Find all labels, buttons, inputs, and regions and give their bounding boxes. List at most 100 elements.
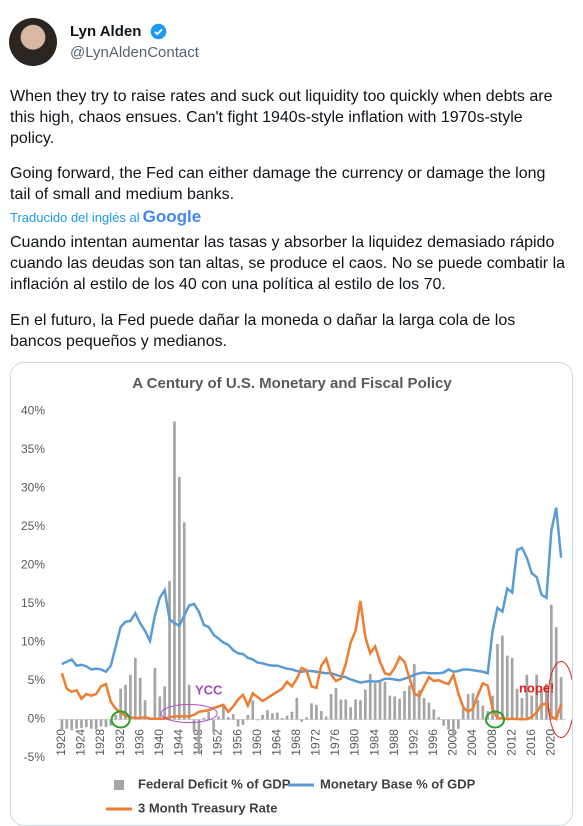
bar	[417, 690, 421, 720]
bar	[530, 695, 534, 720]
bar	[212, 719, 215, 733]
bar	[559, 677, 563, 720]
bar	[437, 717, 441, 720]
bar	[339, 699, 343, 720]
bar	[324, 716, 328, 720]
x-tick-label: 2000	[446, 729, 460, 756]
bar	[515, 688, 519, 720]
bar	[496, 644, 499, 720]
translated-text: Cuando intentan aumentar las tasas y abs…	[10, 234, 566, 293]
bar	[168, 580, 171, 720]
x-tick-label: 1928	[93, 729, 107, 756]
translator: Google	[142, 207, 202, 226]
x-tick-label: 1996	[426, 729, 440, 756]
bar	[207, 711, 211, 720]
bar	[202, 717, 206, 720]
y-tick-label: 10%	[21, 635, 45, 649]
y-tick-label: 25%	[21, 519, 45, 533]
bar	[481, 705, 485, 720]
legend-label: Federal Deficit % of GDP	[138, 776, 291, 791]
annotation: YCC	[195, 682, 223, 697]
bar	[334, 687, 338, 720]
bar	[99, 719, 103, 727]
bar	[501, 635, 504, 720]
bar	[383, 681, 387, 720]
x-tick-label: 1968	[289, 729, 303, 756]
x-tick-label: 1964	[269, 729, 283, 756]
bar	[388, 695, 392, 720]
bar	[231, 714, 235, 720]
tweet-text: Going forward, the Fed can either damage…	[10, 165, 546, 203]
avatar[interactable]	[9, 18, 57, 66]
bar	[554, 627, 558, 720]
bar	[85, 719, 88, 728]
line-series	[60, 600, 563, 721]
y-tick-label: 20%	[21, 558, 45, 572]
bar	[271, 713, 274, 720]
x-tick-label: 1976	[328, 729, 342, 756]
bar	[329, 694, 333, 720]
bar	[261, 714, 264, 720]
tweet-text: When they try to raise rates and suck ou…	[10, 88, 553, 147]
x-tick-label: 1980	[348, 729, 362, 756]
x-tick-label: 1972	[309, 729, 323, 756]
y-tick-label: 0%	[28, 712, 46, 726]
y-tick-label: 40%	[21, 404, 45, 418]
x-tick-label: 2016	[524, 729, 538, 756]
bar	[359, 700, 362, 720]
chart-title: A Century of U.S. Monetary and Fiscal Po…	[132, 375, 452, 392]
bar	[408, 685, 411, 720]
chart: A Century of U.S. Monetary and Fiscal Po…	[10, 362, 573, 826]
bar	[124, 684, 127, 720]
bar	[422, 697, 426, 720]
y-tick-label: 5%	[28, 673, 46, 687]
bar	[349, 707, 352, 720]
bar	[143, 700, 147, 720]
line-series	[61, 507, 563, 684]
x-tick-label: 1984	[367, 729, 381, 756]
bar	[129, 674, 132, 720]
bar	[315, 704, 318, 720]
translated-by: Traducido del inglés al	[10, 210, 140, 225]
x-tick-label: 1936	[132, 729, 146, 756]
x-tick-label: 1924	[74, 729, 88, 756]
legend-label: 3 Month Treasury Rate	[138, 800, 277, 815]
bar	[133, 657, 137, 720]
legend-label: Monetary Base % of GDP	[320, 776, 476, 791]
bar	[266, 710, 269, 720]
bar	[89, 719, 93, 729]
bar	[403, 691, 406, 720]
x-tick-label: 2020	[543, 729, 557, 756]
y-tick-label: 15%	[21, 596, 45, 610]
bar	[545, 684, 548, 720]
bar	[65, 719, 69, 729]
bar	[476, 700, 480, 720]
bar	[378, 681, 382, 720]
x-tick-label: 1992	[406, 729, 420, 756]
bar	[114, 714, 118, 720]
bar	[163, 686, 167, 720]
bar	[344, 699, 348, 720]
x-tick-label: 2004	[465, 729, 479, 756]
user-handle[interactable]: @LynAldenContact	[70, 44, 199, 61]
x-tick-label: 1940	[152, 729, 166, 756]
bar	[60, 719, 64, 732]
x-tick-label: 1944	[172, 729, 186, 756]
y-tick-label: 35%	[21, 442, 45, 456]
x-tick-label: 1956	[230, 729, 244, 756]
bar	[251, 700, 255, 720]
bar	[466, 694, 470, 720]
y-tick-label: 30%	[21, 481, 45, 495]
y-tick-label: -5%	[24, 750, 46, 764]
bar	[363, 689, 367, 720]
bar	[505, 655, 509, 720]
bar	[300, 719, 304, 722]
bar	[456, 719, 460, 729]
bar	[70, 719, 74, 731]
bar	[226, 717, 230, 720]
bar	[75, 719, 78, 729]
highlight-ellipse	[547, 661, 572, 738]
bar	[510, 657, 514, 720]
user-name[interactable]: Lyn Alden	[70, 23, 142, 40]
bar	[393, 696, 397, 720]
